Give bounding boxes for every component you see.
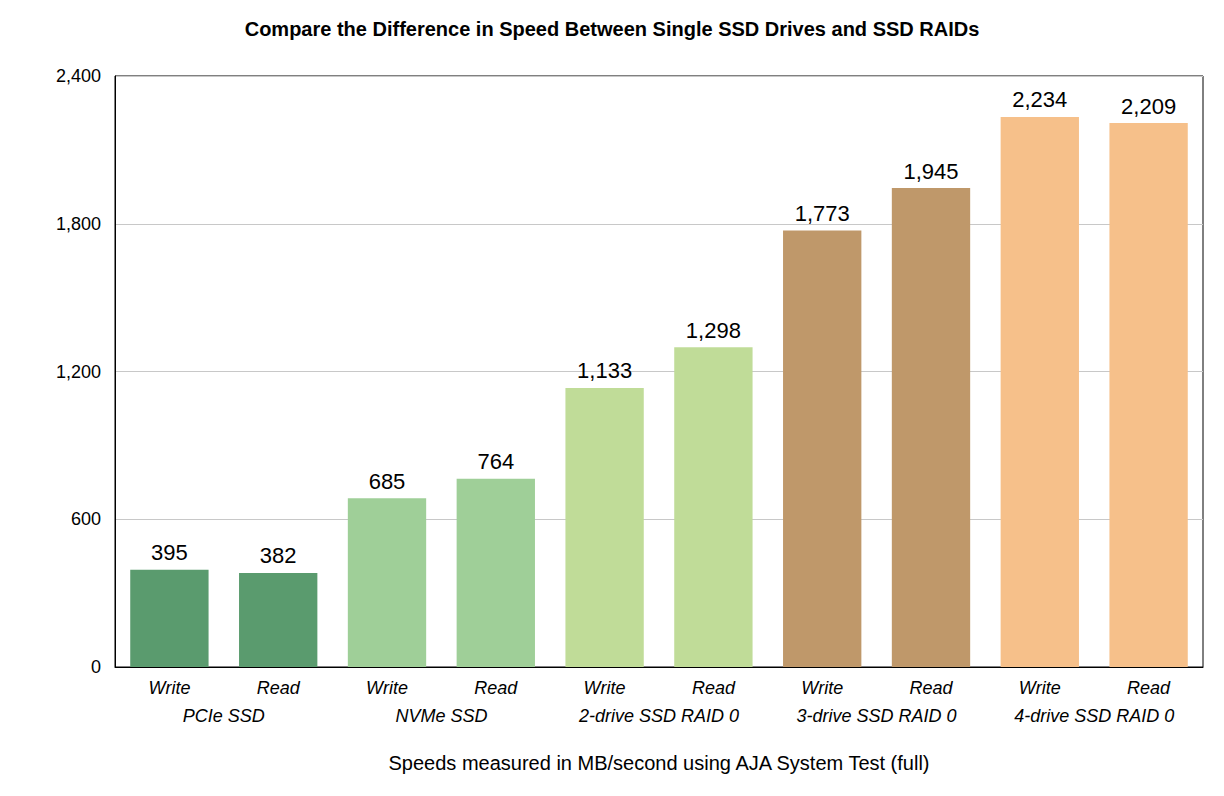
svg-text:0: 0: [91, 657, 101, 677]
svg-text:Write: Write: [366, 678, 408, 698]
svg-text:1,133: 1,133: [577, 358, 632, 383]
svg-text:764: 764: [477, 449, 514, 474]
svg-text:PCIe SSD: PCIe SSD: [183, 706, 265, 726]
svg-text:NVMe SSD: NVMe SSD: [395, 706, 487, 726]
svg-text:382: 382: [260, 543, 297, 568]
svg-text:600: 600: [71, 509, 101, 529]
svg-text:1,800: 1,800: [56, 214, 101, 234]
svg-text:Read: Read: [1127, 678, 1171, 698]
svg-text:Read: Read: [474, 678, 518, 698]
svg-text:2,209: 2,209: [1121, 94, 1176, 119]
svg-text:1,945: 1,945: [903, 159, 958, 184]
svg-text:Write: Write: [148, 678, 190, 698]
svg-text:1,298: 1,298: [686, 318, 741, 343]
svg-text:Read: Read: [692, 678, 736, 698]
svg-text:2,234: 2,234: [1012, 87, 1067, 112]
svg-text:Compare the Difference in Spee: Compare the Difference in Speed Between …: [245, 18, 980, 40]
svg-text:Speeds measured in MB/second u: Speeds measured in MB/second using AJA S…: [388, 752, 929, 774]
svg-text:1,200: 1,200: [56, 362, 101, 382]
svg-text:Read: Read: [257, 678, 301, 698]
svg-text:Write: Write: [1019, 678, 1061, 698]
svg-text:4-drive SSD RAID 0: 4-drive SSD RAID 0: [1014, 706, 1174, 726]
svg-text:Read: Read: [909, 678, 953, 698]
svg-text:2-drive SSD RAID 0: 2-drive SSD RAID 0: [578, 706, 739, 726]
svg-text:1,773: 1,773: [795, 201, 850, 226]
svg-text:Write: Write: [801, 678, 843, 698]
svg-text:685: 685: [369, 469, 406, 494]
svg-text:3-drive SSD RAID 0: 3-drive SSD RAID 0: [797, 706, 957, 726]
svg-text:Write: Write: [584, 678, 626, 698]
svg-text:2,400: 2,400: [56, 66, 101, 86]
svg-text:395: 395: [151, 540, 188, 565]
